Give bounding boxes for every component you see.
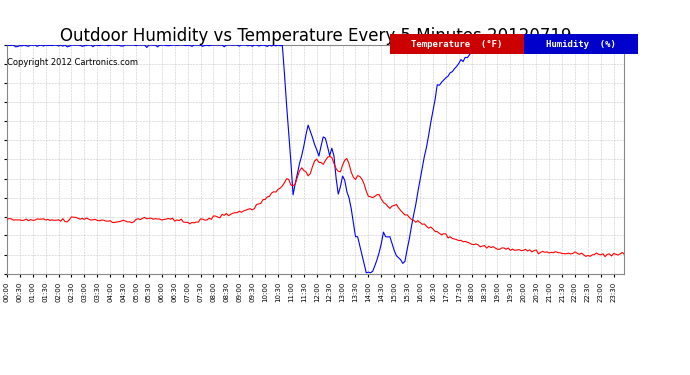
Text: Temperature  (°F): Temperature (°F) [411, 40, 503, 49]
Text: Humidity  (%): Humidity (%) [546, 40, 616, 49]
Title: Outdoor Humidity vs Temperature Every 5 Minutes 20120719: Outdoor Humidity vs Temperature Every 5 … [60, 27, 571, 45]
Text: Copyright 2012 Cartronics.com: Copyright 2012 Cartronics.com [7, 58, 138, 67]
